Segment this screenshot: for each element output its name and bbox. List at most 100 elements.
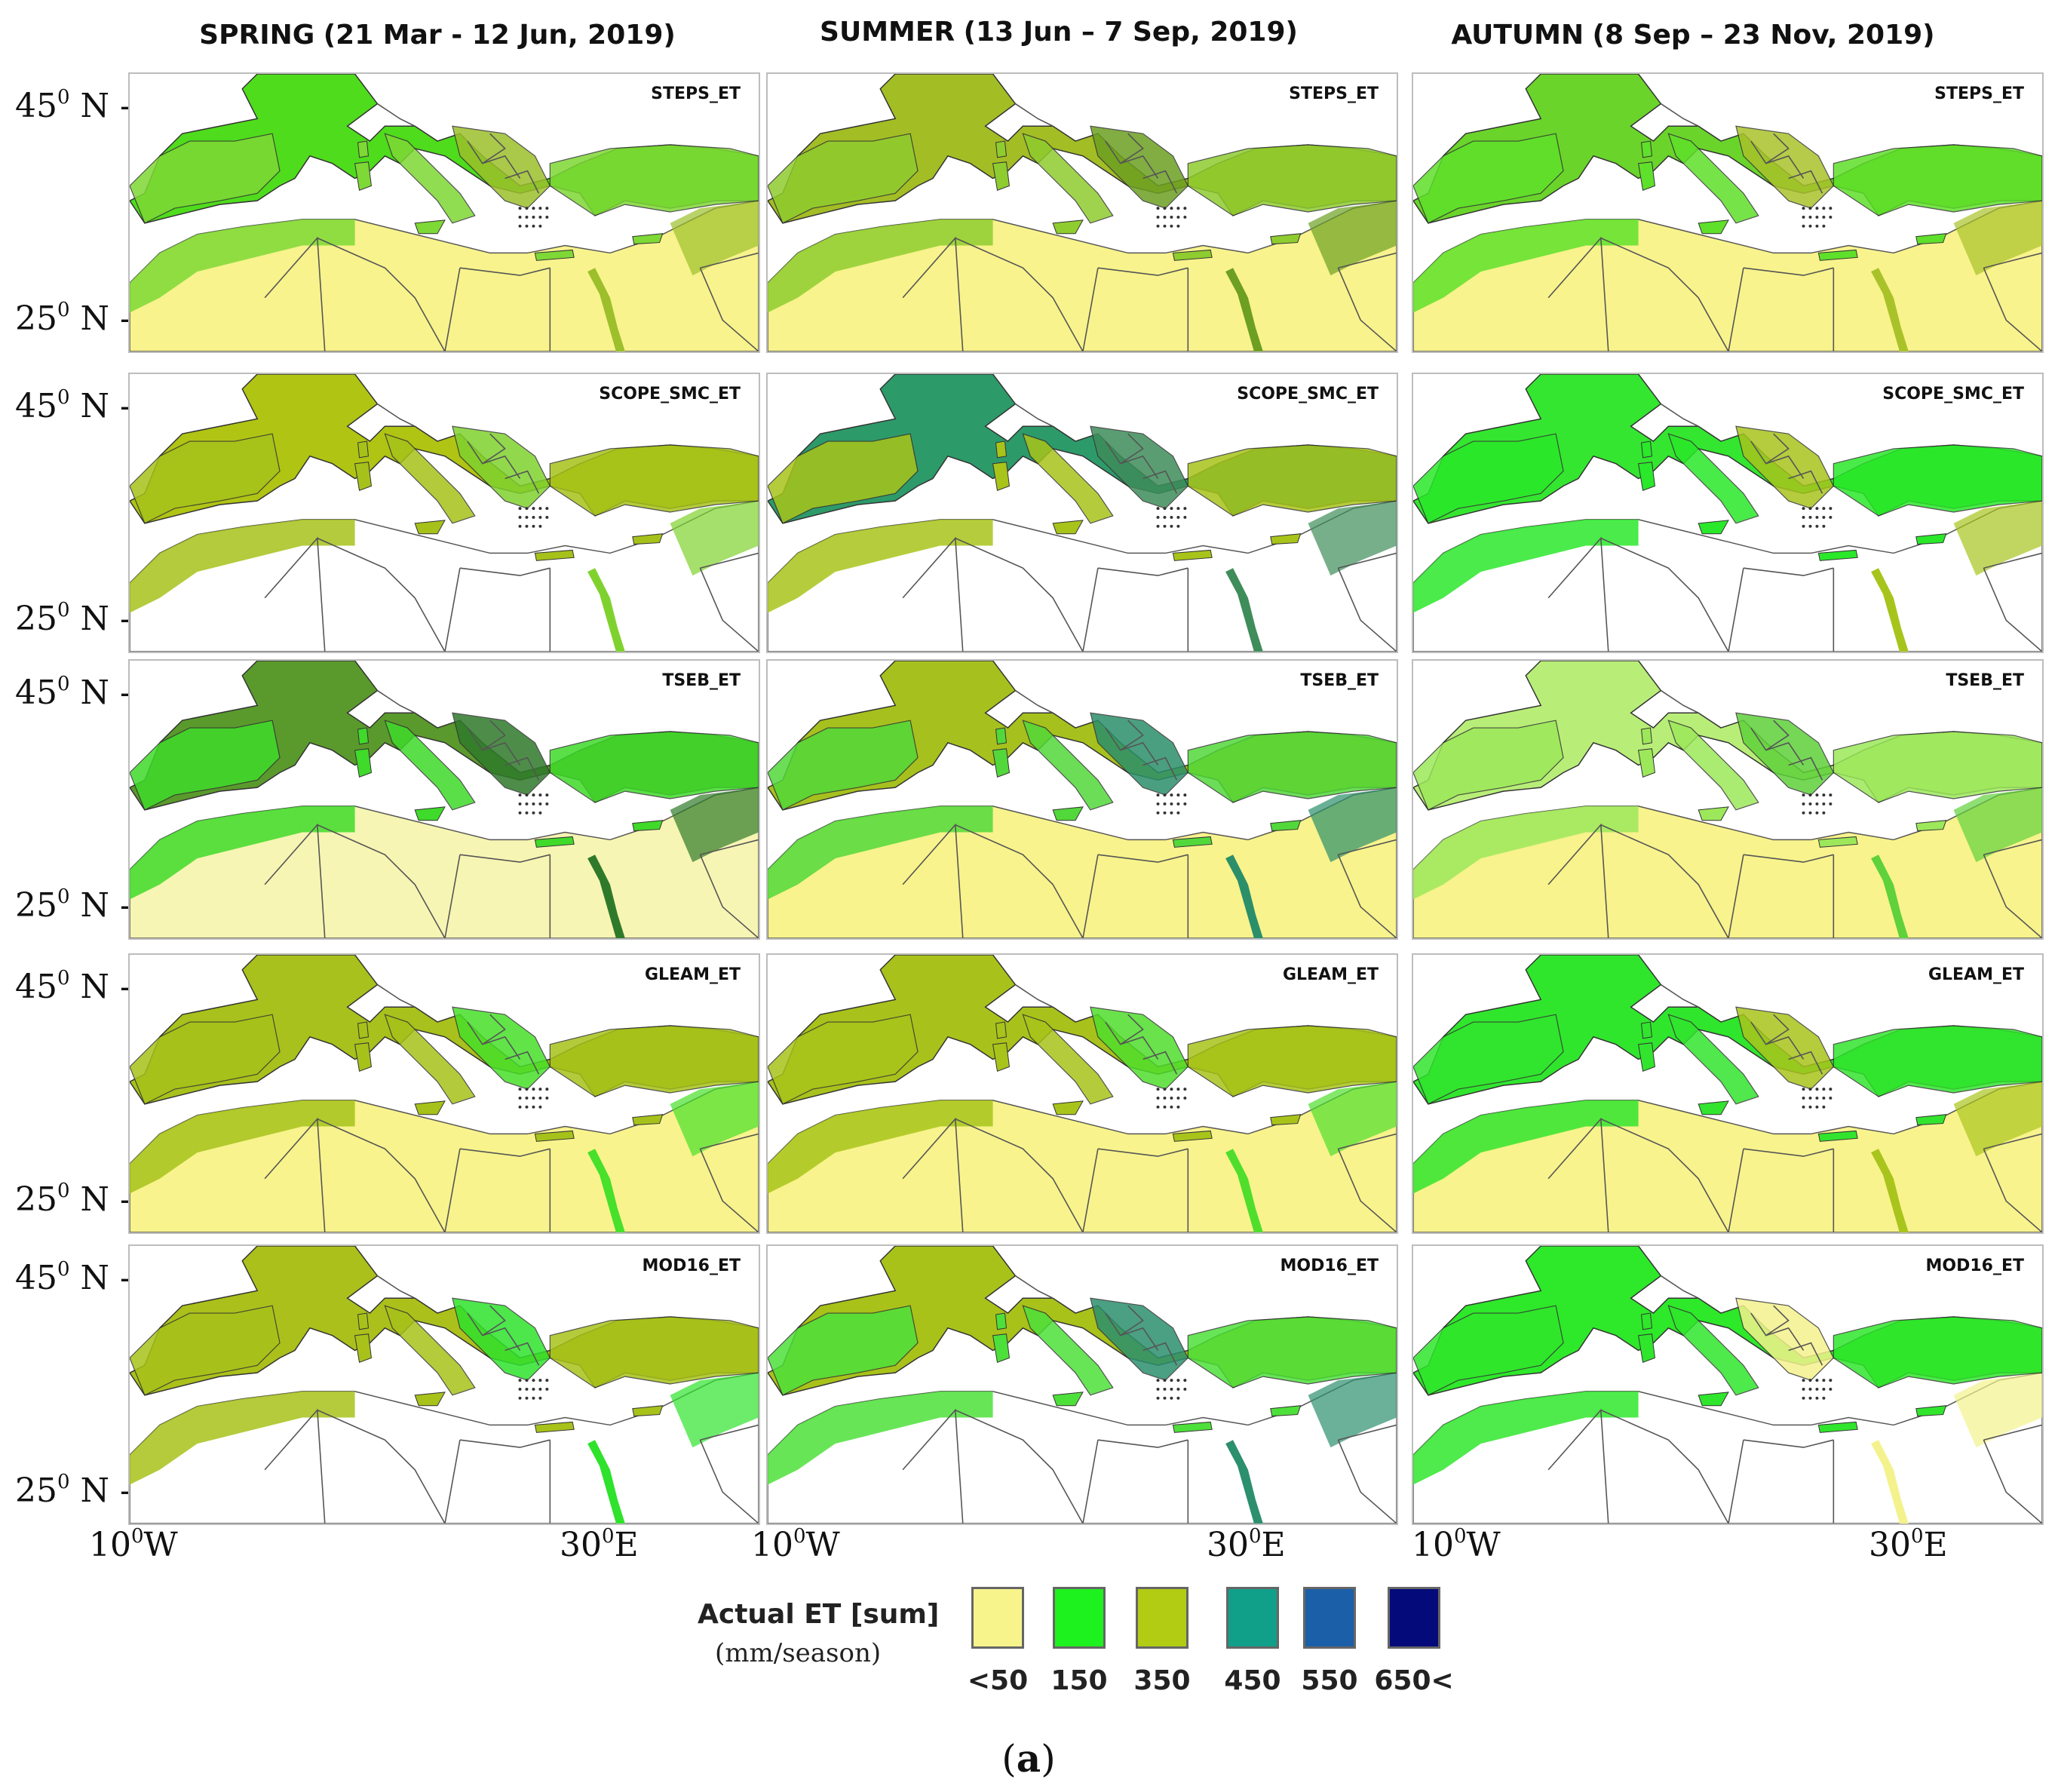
corsica-island <box>1641 727 1653 745</box>
aegean-island <box>1829 207 1833 210</box>
country-border <box>1120 433 1144 465</box>
sicily-island <box>1698 219 1729 235</box>
aegean-island <box>538 207 542 210</box>
aegean-island <box>1802 224 1805 228</box>
aegean-island <box>538 1387 542 1391</box>
country-border <box>1983 267 2042 351</box>
aegean-island <box>532 1105 535 1109</box>
lat-label-north: 450 N - <box>15 673 131 712</box>
country-border <box>1660 403 1699 427</box>
crete-island <box>1817 549 1858 561</box>
aegean-island <box>1156 507 1160 511</box>
africa-region <box>130 200 759 351</box>
aegean-island <box>1170 215 1173 219</box>
aegean-island <box>545 1096 549 1100</box>
aegean-island <box>1170 811 1173 815</box>
aegean-island <box>1156 1396 1160 1400</box>
sardinia-island <box>1637 161 1656 191</box>
corsica-island <box>1641 1312 1653 1330</box>
levant-region <box>670 787 759 863</box>
aegean-island <box>1815 524 1819 528</box>
aegean-island <box>1183 515 1187 519</box>
country-border <box>482 1014 506 1045</box>
country-border <box>505 1342 540 1366</box>
aegean-island <box>1163 1387 1167 1391</box>
corsica-island <box>1641 140 1653 158</box>
country-border <box>444 268 461 351</box>
aegean-island <box>525 224 529 228</box>
italy-region <box>1667 133 1759 224</box>
country-border <box>317 824 446 938</box>
levant-region <box>1953 1373 2042 1448</box>
country-border <box>376 689 416 713</box>
sardinia-island <box>354 462 373 491</box>
country-border <box>1788 470 1823 494</box>
aegean-island <box>1815 1088 1819 1091</box>
country-border <box>1082 568 1099 652</box>
map-panel-tseb-et-autumn: TSEB_ET <box>1412 659 2044 940</box>
season-dates: (8 Sep – 23 Nov, 2019) <box>1592 20 1935 51</box>
north-africa-belt <box>768 1100 993 1194</box>
aegean-island <box>1822 215 1826 219</box>
nile-valley <box>1871 855 1909 938</box>
levant-region <box>1953 787 2042 863</box>
country-border <box>1014 103 1054 127</box>
aegean-island <box>538 1379 542 1382</box>
aegean-island <box>1176 524 1180 528</box>
crete-island <box>1817 1421 1858 1433</box>
sicily-island <box>1052 1392 1084 1407</box>
country-border <box>1743 854 1834 863</box>
cyprus-island <box>632 1114 664 1126</box>
aegean-island <box>1163 1379 1167 1382</box>
aegean-island <box>1822 1396 1826 1400</box>
italy-region <box>1667 433 1759 524</box>
nile-valley <box>587 1440 625 1524</box>
sicily-island <box>414 219 446 235</box>
nile-valley <box>587 1149 625 1232</box>
aegean-island <box>532 802 535 805</box>
country-border <box>1983 1148 2042 1232</box>
aegean-island <box>1829 1088 1833 1091</box>
aegean-island <box>1808 1105 1812 1109</box>
corsica-island <box>357 440 370 459</box>
aegean-island <box>1183 793 1187 797</box>
legend-class-label: 350 <box>1133 1665 1191 1696</box>
country-border <box>699 1439 759 1524</box>
corsica-island <box>1641 1021 1653 1039</box>
turkey-region <box>1833 444 2042 517</box>
map-panel-tseb-et-spring: TSEB_ET <box>128 659 760 940</box>
country-border <box>1142 470 1178 494</box>
aegean-island <box>1176 1379 1180 1382</box>
italy-region <box>1022 720 1114 811</box>
country-border <box>1337 854 1397 938</box>
sardinia-island <box>354 1333 373 1363</box>
sardinia-island <box>1637 1333 1656 1363</box>
italy-region <box>1667 720 1759 811</box>
map-panel-scope-smc-et-summer: SCOPE_SMC_ET <box>766 373 1398 653</box>
crete-island <box>1172 836 1213 848</box>
aegean-island <box>1802 1396 1805 1400</box>
map-panel-gleam-et-autumn: GLEAM_ET <box>1412 953 2044 1234</box>
turkey-region <box>1833 731 2042 803</box>
aegean-island <box>532 1387 535 1391</box>
aegean-island <box>538 1396 542 1400</box>
iberia-region <box>130 133 281 224</box>
country-border <box>1728 268 1744 351</box>
aegean-island <box>1163 515 1167 519</box>
levant-region <box>1308 201 1397 276</box>
aegean-island <box>1183 802 1187 805</box>
italy-region <box>384 1014 476 1105</box>
levant-region <box>1308 787 1397 863</box>
aegean-island <box>545 1088 549 1091</box>
country-border <box>902 823 964 938</box>
aegean-island <box>1163 1396 1167 1400</box>
corsica-island <box>995 1021 1008 1039</box>
crete-island <box>1172 549 1213 561</box>
aegean-island <box>1170 802 1173 805</box>
cyprus-island <box>632 533 664 545</box>
crete-island <box>1817 1130 1858 1142</box>
turkey-region <box>1187 1316 1397 1388</box>
aegean-island <box>538 1096 542 1100</box>
model-label: TSEB_ET <box>1946 671 2024 690</box>
country-border <box>955 1409 1084 1524</box>
